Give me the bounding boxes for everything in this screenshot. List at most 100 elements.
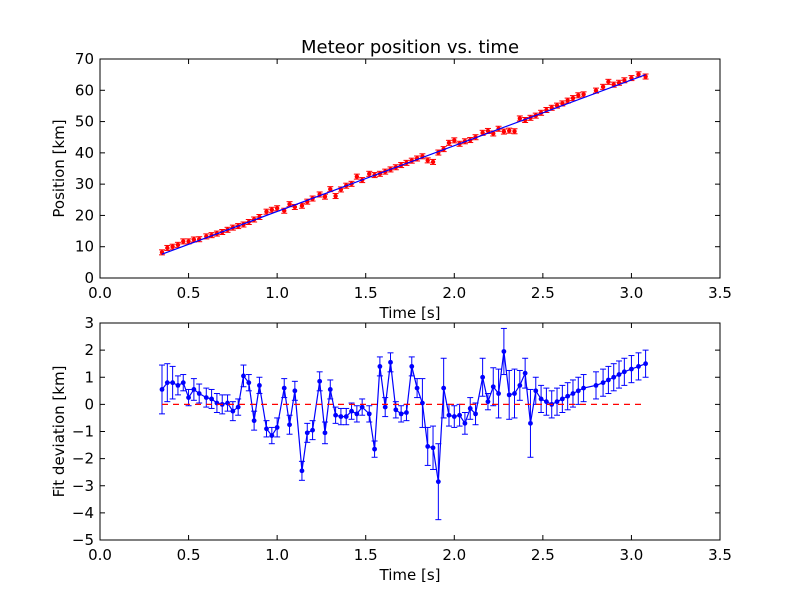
deviation-data-point bbox=[575, 388, 581, 394]
deviation-data-point bbox=[435, 479, 441, 485]
deviation-data-point bbox=[522, 370, 528, 376]
deviation-data-point bbox=[310, 427, 315, 433]
deviation-chart-frame bbox=[99, 322, 721, 541]
deviation-data-point bbox=[343, 414, 349, 419]
deviation-data-point bbox=[159, 387, 165, 392]
deviation-data-point bbox=[606, 377, 611, 383]
position-data-point bbox=[181, 239, 186, 244]
position-x-tick-label: 3.0 bbox=[619, 284, 643, 302]
position-data-point bbox=[274, 206, 280, 211]
position-chart-x-label: Time [s] bbox=[379, 304, 441, 322]
deviation-y-tick-label: 1 bbox=[84, 368, 94, 386]
deviation-data-point bbox=[616, 372, 622, 377]
deviation-data-point bbox=[382, 404, 388, 410]
deviation-data-point bbox=[274, 425, 280, 430]
position-x-tick-label: 2.5 bbox=[531, 284, 555, 302]
position-data-point bbox=[186, 239, 191, 244]
deviation-data-point bbox=[565, 393, 571, 399]
position-data-point bbox=[507, 128, 512, 133]
position-y-tick-label: 30 bbox=[75, 175, 94, 193]
deviation-data-point bbox=[299, 468, 305, 474]
position-chart-frame bbox=[99, 58, 721, 279]
deviation-y-tick-label: −4 bbox=[72, 504, 94, 522]
deviation-data-point bbox=[629, 366, 634, 372]
position-fit-line bbox=[161, 74, 646, 255]
position-y-tick-label: 60 bbox=[75, 81, 94, 99]
deviation-y-tick-label: −1 bbox=[72, 423, 94, 441]
position-chart-ticks: 0.0 0.5 1.0 1.5 2.0 2.5 3.0 3.5 0 10 20 30 40 50 60 70 bbox=[75, 50, 732, 302]
deviation-chart-x-label: Time [s] bbox=[379, 566, 441, 584]
position-data-point bbox=[452, 138, 457, 143]
position-y-tick-label: 10 bbox=[75, 238, 94, 256]
deviation-y-tick-label: 2 bbox=[84, 341, 94, 359]
deviation-y-tick-label: −5 bbox=[72, 531, 94, 549]
deviation-data-point bbox=[366, 411, 372, 417]
deviation-data-point bbox=[327, 387, 333, 392]
deviation-data-point bbox=[480, 374, 486, 380]
deviation-data-point bbox=[501, 349, 507, 354]
deviation-data-point bbox=[451, 414, 457, 419]
position-y-tick-label: 40 bbox=[75, 144, 94, 162]
position-data-point bbox=[501, 129, 507, 134]
deviation-data-point bbox=[246, 380, 252, 386]
deviation-x-tick-label: 0.0 bbox=[88, 546, 112, 564]
deviation-data-point bbox=[175, 382, 181, 388]
deviation-data-point bbox=[473, 411, 478, 417]
deviation-data-point bbox=[636, 364, 641, 369]
deviation-data-point bbox=[517, 382, 523, 388]
deviation-data-point bbox=[559, 396, 565, 402]
deviation-data-point bbox=[235, 404, 241, 410]
position-data-point bbox=[491, 131, 496, 136]
deviation-data-point bbox=[533, 388, 539, 394]
deviation-y-tick-label: −2 bbox=[72, 450, 94, 468]
position-data-point bbox=[175, 242, 181, 248]
deviation-data-point bbox=[512, 391, 517, 396]
deviation-x-tick-label: 2.5 bbox=[531, 546, 555, 564]
deviation-data-point bbox=[359, 404, 365, 410]
deviation-data-point bbox=[191, 387, 197, 392]
deviation-data-point bbox=[425, 444, 431, 449]
position-data-point bbox=[576, 93, 581, 98]
deviation-chart-plot-area bbox=[159, 327, 649, 521]
deviation-data-point bbox=[180, 380, 186, 386]
deviation-data-point bbox=[264, 426, 269, 432]
position-data-point bbox=[425, 158, 430, 163]
position-data-point bbox=[512, 129, 517, 134]
deviation-data-point bbox=[377, 364, 383, 369]
position-x-tick-label: 1.0 bbox=[265, 284, 289, 302]
position-chart-title: Meteor position vs. time bbox=[301, 37, 519, 58]
deviation-x-tick-label: 2.0 bbox=[442, 546, 466, 564]
deviation-data-point bbox=[643, 361, 648, 367]
deviation-data-point bbox=[457, 412, 462, 418]
position-y-tick-label: 0 bbox=[84, 269, 94, 287]
position-x-tick-label: 0.0 bbox=[88, 284, 112, 302]
position-data-point bbox=[446, 140, 452, 146]
position-chart: Meteor position vs. time 0.0 0.5 1.0 1.5 2.0… bbox=[50, 37, 732, 322]
position-data-point bbox=[430, 159, 436, 165]
position-data-point bbox=[480, 130, 485, 136]
position-x-tick-label: 2.0 bbox=[442, 284, 466, 302]
position-data-point bbox=[600, 84, 606, 90]
position-data-point bbox=[485, 128, 491, 134]
position-y-tick-label: 20 bbox=[75, 206, 94, 224]
deviation-data-point bbox=[600, 380, 606, 386]
deviation-data-point bbox=[269, 433, 275, 438]
deviation-data-point bbox=[388, 359, 393, 365]
position-data-point bbox=[328, 186, 333, 192]
position-data-point bbox=[322, 194, 328, 199]
position-data-point bbox=[333, 193, 338, 199]
deviation-data-point bbox=[462, 420, 468, 426]
deviation-data-point bbox=[209, 396, 215, 402]
deviation-data-point bbox=[317, 378, 323, 384]
deviation-data-point bbox=[496, 391, 501, 396]
deviation-data-point bbox=[611, 374, 617, 380]
position-data-point bbox=[269, 207, 275, 212]
position-x-tick-label: 0.5 bbox=[177, 284, 201, 302]
position-chart-y-label: Position [km] bbox=[50, 119, 68, 217]
deviation-x-tick-label: 1.0 bbox=[265, 546, 289, 564]
deviation-data-point bbox=[593, 382, 599, 388]
deviation-data-point bbox=[404, 410, 409, 415]
position-data-point bbox=[165, 245, 170, 251]
deviation-data-point bbox=[528, 420, 533, 426]
deviation-x-tick-label: 3.0 bbox=[619, 546, 643, 564]
